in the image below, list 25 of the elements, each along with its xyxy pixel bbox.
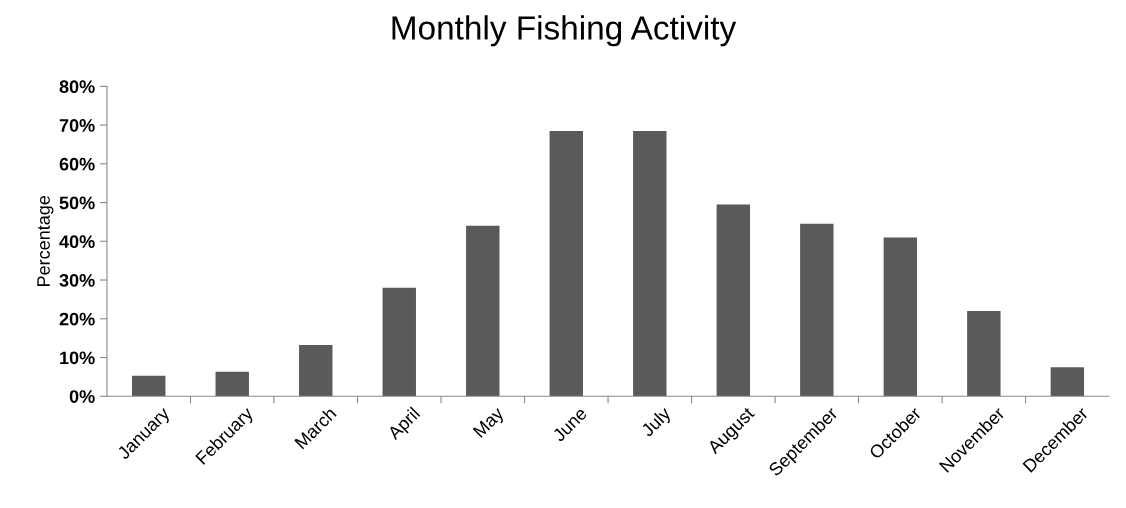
bar (967, 311, 1001, 397)
y-axis-title: Percentage (37, 195, 54, 286)
chart-title: Monthly Fishing Activity (392, 15, 737, 47)
bar (716, 204, 751, 397)
bar (800, 223, 834, 397)
bar (215, 371, 249, 397)
y-tick-label: 80% (59, 80, 95, 94)
y-tick-label: 10% (60, 351, 95, 365)
y-tick-label: 60% (59, 157, 95, 171)
y-tick-label: 70% (59, 119, 95, 132)
y-tick-label: 50% (59, 196, 95, 210)
bar (132, 375, 166, 397)
bar (549, 130, 583, 397)
x-tick-label: July (639, 405, 675, 440)
bar (633, 130, 667, 397)
x-tick-label: May (472, 406, 508, 441)
y-tick-label: 0% (69, 390, 95, 403)
bar (466, 225, 500, 397)
y-tick-label: 40% (59, 235, 95, 249)
bar (883, 237, 918, 397)
y-tick-label: 20% (59, 312, 95, 326)
y-tick-label: 30% (59, 273, 95, 287)
bar (299, 345, 333, 397)
bar (382, 287, 416, 397)
bar (1050, 367, 1085, 397)
